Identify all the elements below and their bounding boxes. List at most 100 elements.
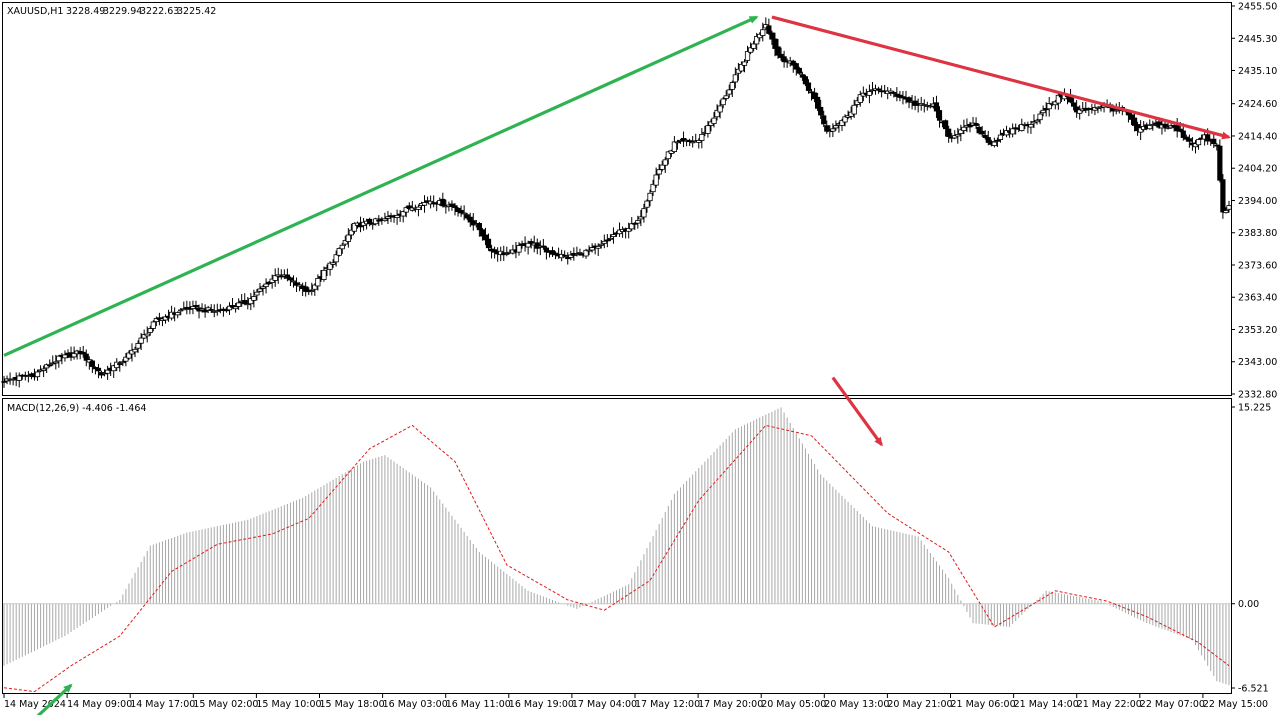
candle xyxy=(1040,105,1046,117)
x-tick-label: 21 May 14:00 xyxy=(1014,699,1079,710)
candle-body xyxy=(751,43,757,49)
candle xyxy=(440,192,446,208)
candle xyxy=(799,71,805,81)
candle xyxy=(120,359,126,367)
candle-body xyxy=(534,242,540,249)
candle-body xyxy=(796,67,802,74)
candle-body xyxy=(851,104,857,115)
candle-body xyxy=(147,328,153,333)
candle-body xyxy=(687,140,693,143)
candle-body xyxy=(912,100,918,106)
candle xyxy=(132,346,138,358)
x-tick-label: 20 May 21:00 xyxy=(887,699,952,710)
candle-body xyxy=(296,284,303,287)
x-tick-label: 17 May 12:00 xyxy=(635,699,700,710)
candle-body xyxy=(452,205,458,209)
candle xyxy=(1214,143,1220,151)
candle xyxy=(936,106,943,128)
candle xyxy=(482,227,489,246)
candle-body xyxy=(601,240,607,244)
candle xyxy=(583,248,589,259)
candle-body xyxy=(248,298,254,305)
candle-body xyxy=(351,223,358,232)
candle-body xyxy=(257,288,263,292)
candle-body xyxy=(933,102,940,112)
candle xyxy=(293,277,300,292)
candle-body xyxy=(818,106,824,116)
candle xyxy=(952,130,958,140)
candle xyxy=(851,99,857,118)
candle-body xyxy=(757,33,763,39)
candlestick-series xyxy=(1,17,1232,388)
candle-body xyxy=(123,356,129,362)
candle xyxy=(138,333,144,351)
macd-y-tick-label: 15.225 xyxy=(1238,403,1271,414)
price-y-tick-label: 2445.30 xyxy=(1238,34,1277,45)
candle xyxy=(476,222,482,237)
candle xyxy=(1186,134,1192,148)
price-y-tick-label: 2404.20 xyxy=(1238,164,1277,175)
candle-body xyxy=(1195,139,1202,146)
candle xyxy=(729,80,735,98)
candle-body xyxy=(574,253,580,256)
candle-body xyxy=(1156,121,1162,128)
candle-body xyxy=(385,216,391,219)
candle-body xyxy=(34,371,41,378)
candle xyxy=(53,354,59,370)
candle xyxy=(912,95,918,111)
candle xyxy=(961,119,967,135)
candle-body xyxy=(629,223,635,230)
candle xyxy=(83,349,89,367)
candle xyxy=(665,150,671,165)
candle xyxy=(918,96,924,111)
candle xyxy=(287,276,294,287)
candle-body xyxy=(485,238,492,249)
candle xyxy=(754,32,760,50)
candle xyxy=(1138,120,1144,141)
candle-body xyxy=(53,361,59,364)
candle-body xyxy=(202,309,208,313)
candle xyxy=(543,246,550,260)
candle xyxy=(385,210,391,225)
candle-body xyxy=(656,169,662,175)
candle-body xyxy=(528,241,534,244)
candle xyxy=(275,267,281,284)
candle xyxy=(717,100,723,119)
candle-body xyxy=(610,234,617,237)
candle-body xyxy=(775,46,781,56)
ohlc-close: 3225.42 xyxy=(177,6,216,17)
candle-body xyxy=(805,82,812,91)
candle-body xyxy=(1192,143,1199,148)
candle xyxy=(751,40,757,52)
candle xyxy=(921,99,927,113)
price-y-tick-label: 2373.60 xyxy=(1238,260,1277,271)
candle xyxy=(1003,125,1010,138)
candle xyxy=(991,137,997,148)
candle-body xyxy=(330,262,336,265)
candle-body xyxy=(1028,124,1034,128)
candle xyxy=(260,284,266,296)
candle xyxy=(958,124,964,142)
candle xyxy=(738,61,745,73)
candle-body xyxy=(1211,138,1217,145)
candle xyxy=(562,250,568,258)
candle-body xyxy=(214,310,220,313)
candle xyxy=(647,189,653,207)
candle xyxy=(50,355,56,366)
candle-body xyxy=(1162,123,1168,128)
candle-body xyxy=(516,245,522,253)
candle-body xyxy=(732,74,738,83)
candle xyxy=(178,307,184,316)
candle xyxy=(632,222,638,230)
candle xyxy=(1077,105,1083,120)
candle-body xyxy=(754,36,760,45)
candle-body xyxy=(936,110,943,121)
candle xyxy=(1128,112,1135,126)
x-tick-label: 17 May 04:00 xyxy=(572,699,637,710)
candle xyxy=(71,346,77,360)
candle xyxy=(1147,119,1153,130)
candle xyxy=(674,139,681,150)
candle-body xyxy=(251,296,257,301)
candle-body xyxy=(888,90,894,93)
